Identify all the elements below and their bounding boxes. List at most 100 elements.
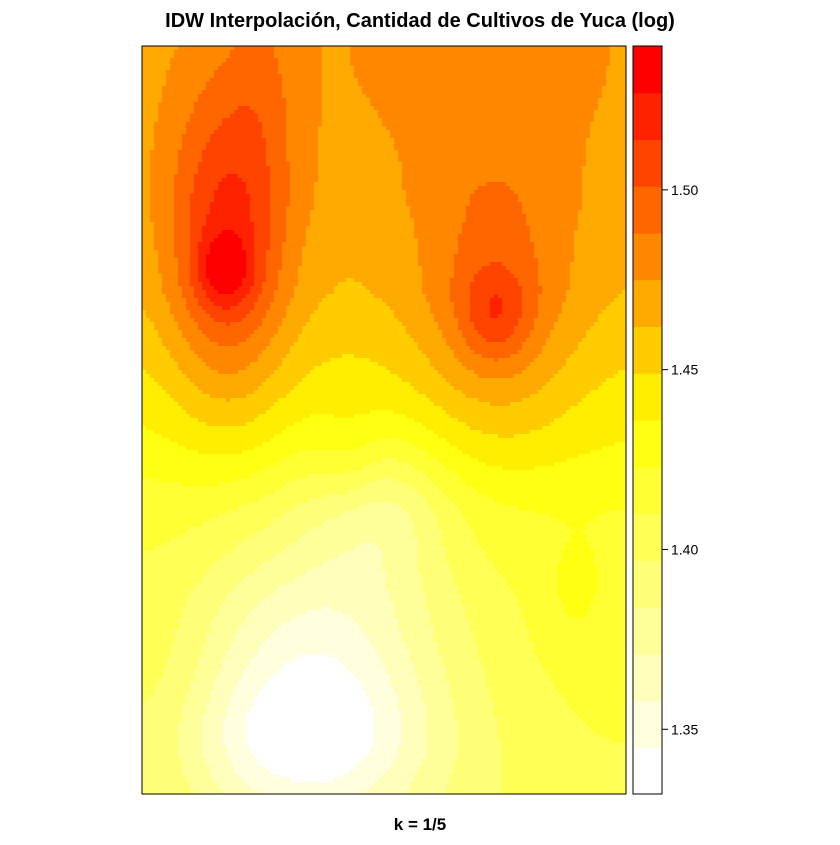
heatmap-cell-run <box>198 662 223 667</box>
heatmap-cell-run <box>454 766 503 771</box>
heatmap-cell-run <box>314 566 383 571</box>
heatmap-cell-run <box>574 350 627 355</box>
heatmap-cell-run <box>522 294 539 299</box>
heatmap-cell-run <box>202 714 227 719</box>
heatmap-cell-run <box>322 86 363 91</box>
heatmap-cell-run <box>270 170 291 175</box>
heatmap-cell-run <box>150 182 175 187</box>
heatmap-cell-run <box>310 214 411 219</box>
heatmap-cell-run <box>590 602 627 607</box>
heatmap-cell-run <box>270 246 283 251</box>
heatmap-cell-run <box>478 330 515 335</box>
heatmap-cell-run <box>182 406 271 411</box>
heatmap-cell-run <box>502 302 523 307</box>
heatmap-cell-run <box>254 226 271 231</box>
heatmap-cell-run <box>202 742 223 747</box>
heatmap-cell-run <box>414 386 455 391</box>
heatmap-cell-run <box>434 630 475 635</box>
heatmap-cell-run <box>538 270 571 275</box>
heatmap-cell-run <box>582 718 627 723</box>
heatmap-cell-run <box>142 558 219 563</box>
heatmap-cell-run <box>178 278 191 283</box>
heatmap-cell-run <box>370 410 395 415</box>
heatmap-cell-run <box>266 494 323 499</box>
heatmap-cell-run <box>362 282 423 287</box>
heatmap-cell-run <box>258 694 367 699</box>
heatmap-cell-run <box>150 214 175 219</box>
heatmap-cell-run <box>366 790 407 795</box>
heatmap-cell-run <box>586 142 627 147</box>
heatmap-cell-run <box>414 230 463 235</box>
heatmap-cell-run <box>418 250 459 255</box>
heatmap-cell-run <box>258 414 311 419</box>
heatmap-cell-run <box>318 166 403 171</box>
heatmap-cell-run <box>522 202 583 207</box>
heatmap-cell-run <box>410 782 451 787</box>
heatmap-cell-run <box>502 306 523 311</box>
heatmap-cell-run <box>226 510 287 515</box>
heatmap-cell-run <box>266 378 303 383</box>
heatmap-cell-run <box>178 622 211 627</box>
heatmap-cell-run <box>410 518 439 523</box>
heatmap-cell-run <box>178 150 203 155</box>
heatmap-cell-run <box>182 294 195 299</box>
heatmap-cell-run <box>206 710 227 715</box>
heatmap-cell-run <box>466 614 523 619</box>
heatmap-cell-run <box>142 58 171 63</box>
heatmap-cell-run <box>270 214 287 219</box>
heatmap-cell-run <box>154 690 191 695</box>
heatmap-cell-run <box>502 262 539 267</box>
heatmap-cell-run <box>214 74 283 79</box>
heatmap-cell-run <box>398 706 427 711</box>
heatmap-cell-run <box>470 194 519 199</box>
heatmap-cell-run <box>414 670 447 675</box>
heatmap-cell-run <box>454 254 535 259</box>
heatmap-cell-run <box>298 338 415 343</box>
heatmap-cell-run <box>142 506 239 511</box>
heatmap-cell-run <box>234 110 255 115</box>
heatmap-cell-run <box>214 130 263 135</box>
heatmap-cell-run <box>150 190 175 195</box>
heatmap-cell-run <box>378 114 595 119</box>
heatmap-cell-run <box>514 434 627 439</box>
heatmap-cell-run <box>254 242 271 247</box>
heatmap-cell-run <box>182 370 219 375</box>
heatmap-cell-run <box>578 210 627 215</box>
heatmap-cell-run <box>202 646 231 651</box>
heatmap-cell-run <box>366 94 603 99</box>
heatmap-cell-run <box>438 650 479 655</box>
plot-frame <box>141 45 627 795</box>
heatmap-cell-run <box>458 246 535 251</box>
legend-bin <box>633 560 662 608</box>
heatmap-cell-run <box>414 466 447 471</box>
heatmap-cell-run <box>598 102 627 107</box>
heatmap-cell-run <box>194 178 223 183</box>
heatmap-cell-run <box>282 550 347 555</box>
heatmap-cell-run <box>286 426 427 431</box>
heatmap-cell-run <box>374 646 407 651</box>
heatmap-cell-run <box>202 722 223 727</box>
heatmap-cell-run <box>398 626 435 631</box>
heatmap-cell-run <box>142 510 227 515</box>
heatmap-cell-run <box>362 466 415 471</box>
heatmap-cell-run <box>318 126 387 131</box>
heatmap-cell-run <box>526 618 627 623</box>
heatmap-cell-run <box>218 514 283 519</box>
heatmap-cell-run <box>206 642 231 647</box>
heatmap-cell-run <box>294 294 327 299</box>
heatmap-cell-run <box>538 306 563 311</box>
heatmap-cell-run <box>530 362 567 367</box>
heatmap-cell-run <box>290 618 355 623</box>
heatmap-cell-run <box>294 290 335 295</box>
heatmap-cell-run <box>334 290 371 295</box>
heatmap-cell-run <box>414 778 451 783</box>
heatmap-cell-run <box>246 782 375 787</box>
heatmap-cell-run <box>610 62 627 67</box>
heatmap-cell-run <box>514 590 559 595</box>
heatmap-cell-run <box>266 410 371 415</box>
heatmap-cell-run <box>322 70 355 75</box>
heatmap-cell-run <box>286 394 427 399</box>
heatmap-cell-run <box>266 270 279 275</box>
heatmap-cell-run <box>142 354 171 359</box>
heatmap-cell-run <box>582 338 627 343</box>
